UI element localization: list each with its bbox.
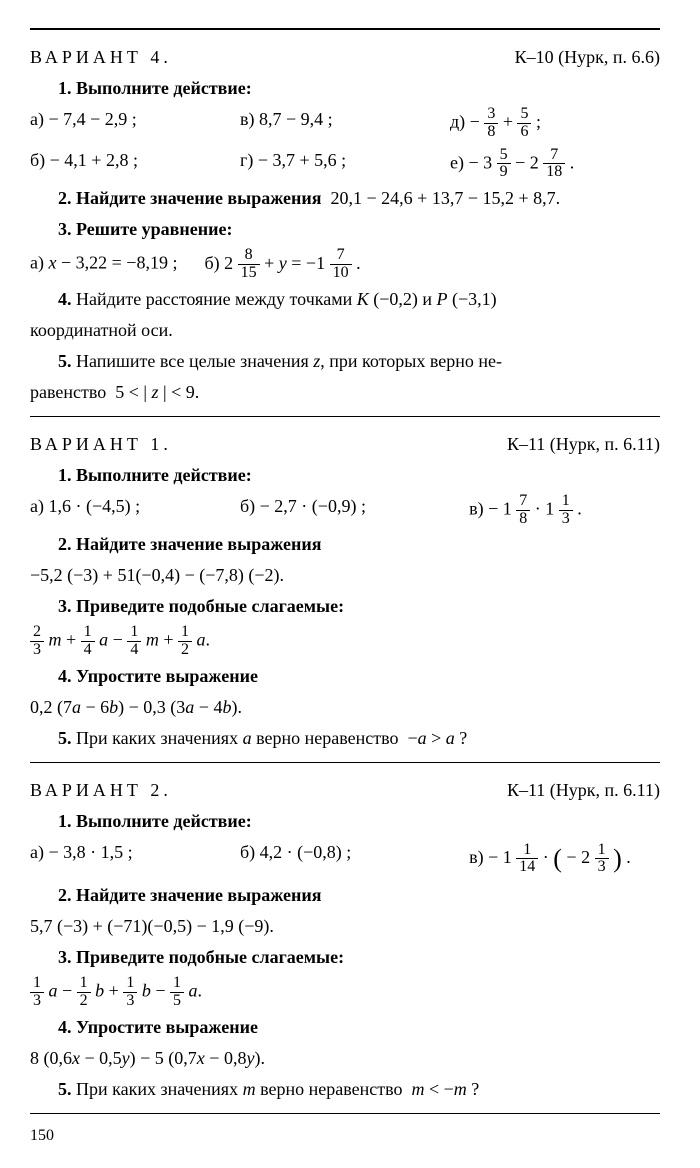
fraction: 13 — [30, 975, 44, 1010]
task-title: 2. Найдите значение выражения — [30, 531, 660, 558]
task-title: 4. Упростите выражение — [30, 663, 660, 690]
fraction: 13 — [595, 842, 609, 877]
task-title: 2. Найдите значение выражения — [30, 882, 660, 909]
task-title: 1. Выполните действие: — [30, 75, 660, 102]
fraction: 13 — [559, 493, 573, 528]
section-header: ВАРИАНТ 2. К–11 (Нурк, п. 6.11) — [30, 777, 660, 804]
item: б) − 4,1 + 2,8 ; — [30, 147, 240, 182]
variant-title: ВАРИАНТ 4. — [30, 44, 172, 71]
task-expr: 0,2 (7a − 6b) − 0,3 (3a − 4b). — [30, 694, 660, 721]
fraction: 23 — [30, 624, 44, 659]
variant-title: ВАРИАНТ 2. — [30, 777, 172, 804]
fraction: 15 — [170, 975, 184, 1010]
fraction: 12 — [178, 624, 192, 659]
task-expr: 5,7 (−3) + (−71)(−0,5) − 1,9 (−9). — [30, 913, 660, 940]
item: а) − 7,4 − 2,9 ; — [30, 106, 240, 141]
item: а) − 3,8 · 1,5 ; — [30, 839, 240, 878]
task-expr: 8 (0,6x − 0,5y) − 5 (0,7x − 0,8y). — [30, 1045, 660, 1072]
task-title: 3. Решите уравнение: — [30, 216, 660, 243]
task-expr: 23 m + 14 a − 14 m + 12 a. — [30, 624, 660, 659]
task-row: б) − 4,1 + 2,8 ; г) − 3,7 + 5,6 ; е) − 3… — [30, 147, 660, 182]
task-title: 3. Приведите подобные слагаемые: — [30, 944, 660, 971]
item: в) − 1 78 · 1 13 . — [469, 493, 660, 528]
variant-title: ВАРИАНТ 1. — [30, 431, 172, 458]
fraction: 14 — [81, 624, 95, 659]
section-rule — [30, 762, 660, 763]
fraction: 718 — [543, 147, 565, 182]
task-row: а) − 7,4 − 2,9 ; в) 8,7 − 9,4 ; д) − 38 … — [30, 106, 660, 141]
item: б) 4,2 · (−0,8) ; — [240, 839, 469, 878]
section-ref: К–11 (Нурк, п. 6.11) — [507, 777, 660, 804]
item: а) 1,6 · (−4,5) ; — [30, 493, 240, 528]
top-rule — [30, 28, 660, 30]
task-row: а) x − 3,22 = −8,19 ; б) 2 815 + y = −1 … — [30, 247, 660, 282]
fraction: 815 — [238, 247, 260, 282]
item: а) x − 3,22 = −8,19 ; — [30, 253, 177, 273]
item: в) − 1 114 · ( − 2 13 ) . — [469, 839, 660, 878]
item: б) − 2,7 · (−0,9) ; — [240, 493, 469, 528]
text: . — [570, 152, 575, 172]
task-row: а) − 3,8 · 1,5 ; б) 4,2 · (−0,8) ; в) − … — [30, 839, 660, 878]
text: ; — [536, 111, 541, 131]
task-title: 3. Приведите подобные слагаемые: — [30, 593, 660, 620]
fraction: 56 — [517, 106, 531, 141]
item: г) − 3,7 + 5,6 ; — [240, 147, 450, 182]
item: в) 8,7 − 9,4 ; — [240, 106, 450, 141]
task-expr: 13 a − 12 b + 13 b − 15 a. — [30, 975, 660, 1010]
task-row: а) 1,6 · (−4,5) ; б) − 2,7 · (−0,9) ; в)… — [30, 493, 660, 528]
task: 5. При каких значениях a верно неравенст… — [30, 725, 660, 752]
task: 5. Напишите все целые значения z, при ко… — [30, 348, 660, 375]
item: д) − 38 + 56 ; — [450, 106, 660, 141]
fraction: 59 — [497, 147, 511, 182]
task-title: 1. Выполните действие: — [30, 462, 660, 489]
fraction: 13 — [123, 975, 137, 1010]
text: − 2 — [515, 152, 539, 172]
fraction: 12 — [77, 975, 91, 1010]
task: 4. Найдите расстояние между точками K (−… — [30, 286, 660, 313]
task-title: 4. Упростите выражение — [30, 1014, 660, 1041]
text: + — [503, 111, 513, 131]
item: е) − 3 59 − 2 718 . — [450, 147, 660, 182]
task: 5. При каких значениях m верно неравенст… — [30, 1076, 660, 1103]
task-expr: −5,2 (−3) + 51(−0,4) − (−7,8) (−2). — [30, 562, 660, 589]
bottom-rule — [30, 1113, 660, 1114]
section-ref: К–10 (Нурк, п. 6.6) — [515, 44, 660, 71]
fraction: 78 — [516, 493, 530, 528]
task-cont: координатной оси. — [30, 317, 660, 344]
text: д) − — [450, 111, 480, 131]
task: 2. Найдите значение выражения 20,1 − 24,… — [30, 185, 660, 212]
fraction: 38 — [484, 106, 498, 141]
fraction: 114 — [516, 842, 538, 877]
task-cont: равенство 5 < | z | < 9. — [30, 379, 660, 406]
task-title: 1. Выполните действие: — [30, 808, 660, 835]
fraction: 14 — [127, 624, 141, 659]
item: б) 2 815 + y = −1 710 . — [204, 253, 360, 273]
section-ref: К–11 (Нурк, п. 6.11) — [507, 431, 660, 458]
section-header: ВАРИАНТ 1. К–11 (Нурк, п. 6.11) — [30, 431, 660, 458]
section-rule — [30, 416, 660, 417]
section-header: ВАРИАНТ 4. К–10 (Нурк, п. 6.6) — [30, 44, 660, 71]
text: е) − 3 — [450, 152, 492, 172]
fraction: 710 — [330, 247, 352, 282]
page-number: 150 — [30, 1124, 660, 1148]
